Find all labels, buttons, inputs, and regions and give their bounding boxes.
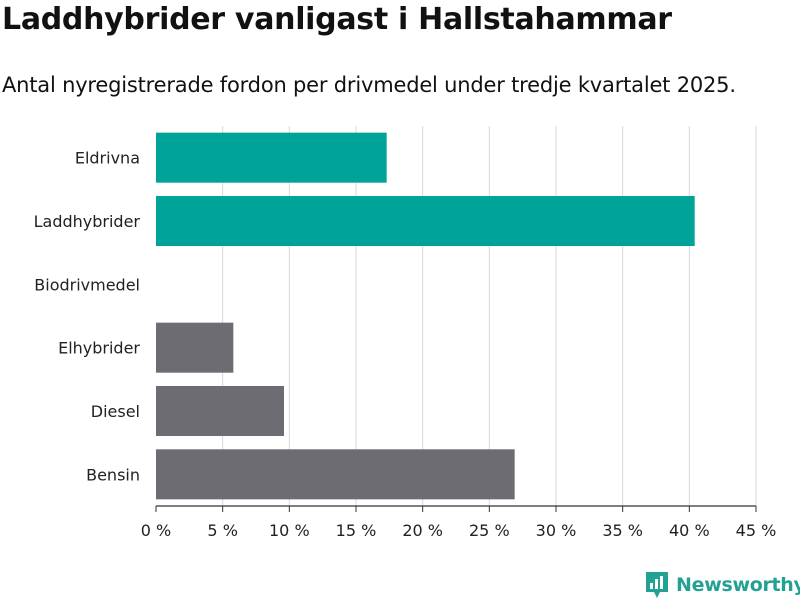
bar-diesel xyxy=(156,385,284,437)
category-label: Laddhybrider xyxy=(34,212,141,231)
category-label: Eldrivna xyxy=(75,149,140,168)
category-label: Bensin xyxy=(86,465,140,484)
newsworthy-logo: Newsworthy xyxy=(644,570,800,600)
newsworthy-logo-icon xyxy=(646,572,668,598)
x-tick-label: 30 % xyxy=(536,521,577,540)
x-tick-label: 45 % xyxy=(736,521,777,540)
x-tick-label: 40 % xyxy=(669,521,710,540)
x-tick-label: 25 % xyxy=(469,521,510,540)
axes xyxy=(155,505,757,512)
grid-lines xyxy=(222,126,757,506)
category-labels: Eldrivna Laddhybrider Biodrivmedel Elhybrid… xyxy=(34,149,141,485)
tick-labels: 0 % 5 % 10 % 15 % 20 % 25 % 30 % 35 % 40 % 45 % xyxy=(141,521,777,540)
bar-bensin xyxy=(156,449,515,500)
category-label: Biodrivmedel xyxy=(34,275,140,294)
brand-name: Newsworthy xyxy=(676,574,800,596)
chart-title: Laddhybrider vanligast i Hallstahammar xyxy=(2,2,672,37)
bar-elhybrider xyxy=(156,322,234,373)
bar-laddhybrider xyxy=(156,195,695,247)
x-tick-label: 35 % xyxy=(602,521,643,540)
x-tick-label: 0 % xyxy=(141,521,171,540)
x-tick-label: 10 % xyxy=(269,521,310,540)
x-tick-label: 5 % xyxy=(207,521,237,540)
bar-eldrivna xyxy=(156,132,387,183)
x-tick-label: 20 % xyxy=(402,521,443,540)
category-label: Diesel xyxy=(91,402,140,421)
x-tick-label: 15 % xyxy=(336,521,377,540)
category-label: Elhybrider xyxy=(58,339,140,358)
chart-subtitle: Antal nyregistrerade fordon per drivmede… xyxy=(2,73,736,97)
bars xyxy=(156,132,695,500)
